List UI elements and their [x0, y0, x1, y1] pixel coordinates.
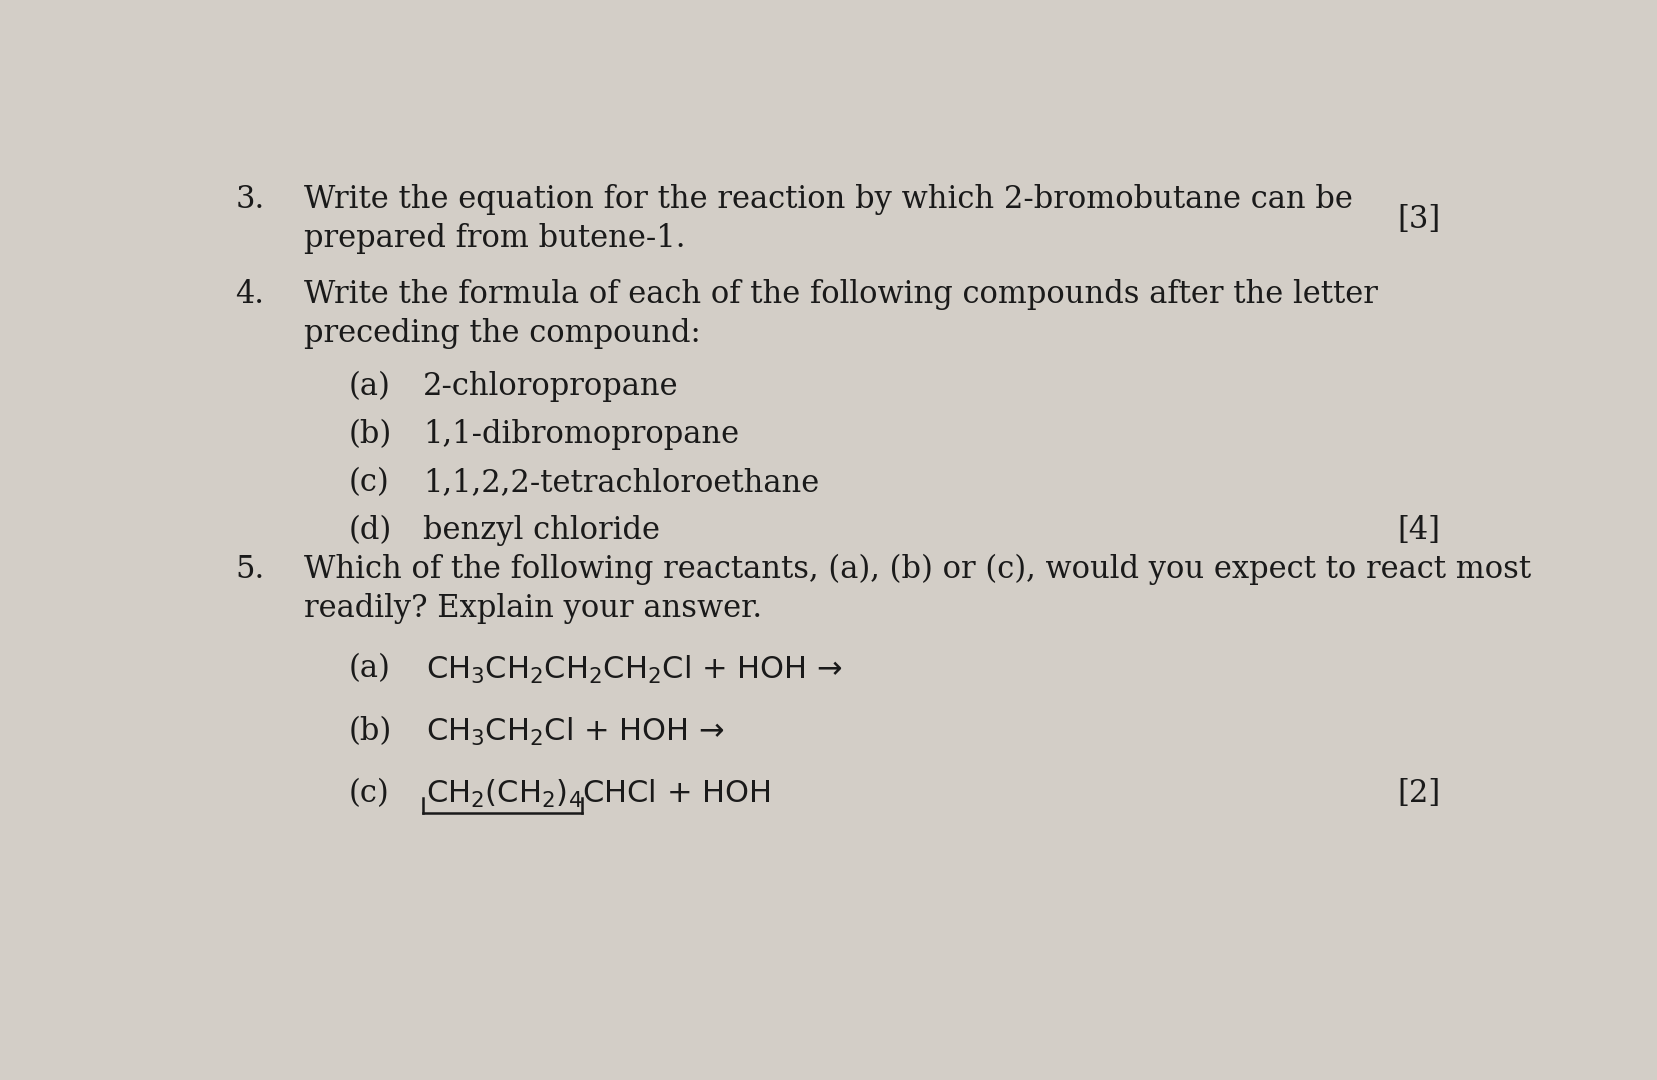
Text: 3.: 3.: [235, 184, 265, 215]
Text: 2-chloropropane: 2-chloropropane: [423, 370, 678, 402]
Text: [4]: [4]: [1397, 515, 1440, 546]
Text: readily? Explain your answer.: readily? Explain your answer.: [303, 593, 761, 624]
Text: (b): (b): [348, 716, 391, 747]
Text: prepared from butene-1.: prepared from butene-1.: [303, 222, 684, 254]
Text: 1,1-dibromopropane: 1,1-dibromopropane: [423, 419, 739, 450]
Text: (c): (c): [348, 468, 389, 498]
Text: (b): (b): [348, 419, 391, 450]
Text: 5.: 5.: [235, 554, 265, 584]
Text: [3]: [3]: [1397, 204, 1440, 235]
Text: $\mathregular{CH_2(CH_2)_4CHCl}$ + HOH: $\mathregular{CH_2(CH_2)_4CHCl}$ + HOH: [426, 779, 769, 810]
Text: (a): (a): [348, 370, 391, 402]
Text: $\mathregular{CH_3CH_2CH_2CH_2Cl}$ + HOH →: $\mathregular{CH_3CH_2CH_2CH_2Cl}$ + HOH…: [426, 653, 842, 686]
Text: benzyl chloride: benzyl chloride: [423, 515, 659, 546]
Text: Write the formula of each of the following compounds after the letter: Write the formula of each of the followi…: [303, 280, 1377, 310]
Text: [2]: [2]: [1397, 779, 1440, 809]
Text: preceding the compound:: preceding the compound:: [303, 319, 699, 349]
Text: $\mathregular{CH_3CH_2Cl}$ + HOH →: $\mathregular{CH_3CH_2Cl}$ + HOH →: [426, 716, 724, 748]
Text: Write the equation for the reaction by which 2-bromobutane can be: Write the equation for the reaction by w…: [303, 184, 1352, 215]
Text: Which of the following reactants, (a), (b) or (c), would you expect to react mos: Which of the following reactants, (a), (…: [303, 554, 1529, 585]
Text: (a): (a): [348, 653, 391, 685]
Text: (d): (d): [348, 515, 391, 546]
Text: 1,1,2,2-tetrachloroethane: 1,1,2,2-tetrachloroethane: [423, 468, 819, 498]
Text: 4.: 4.: [235, 280, 265, 310]
Text: (c): (c): [348, 779, 389, 809]
